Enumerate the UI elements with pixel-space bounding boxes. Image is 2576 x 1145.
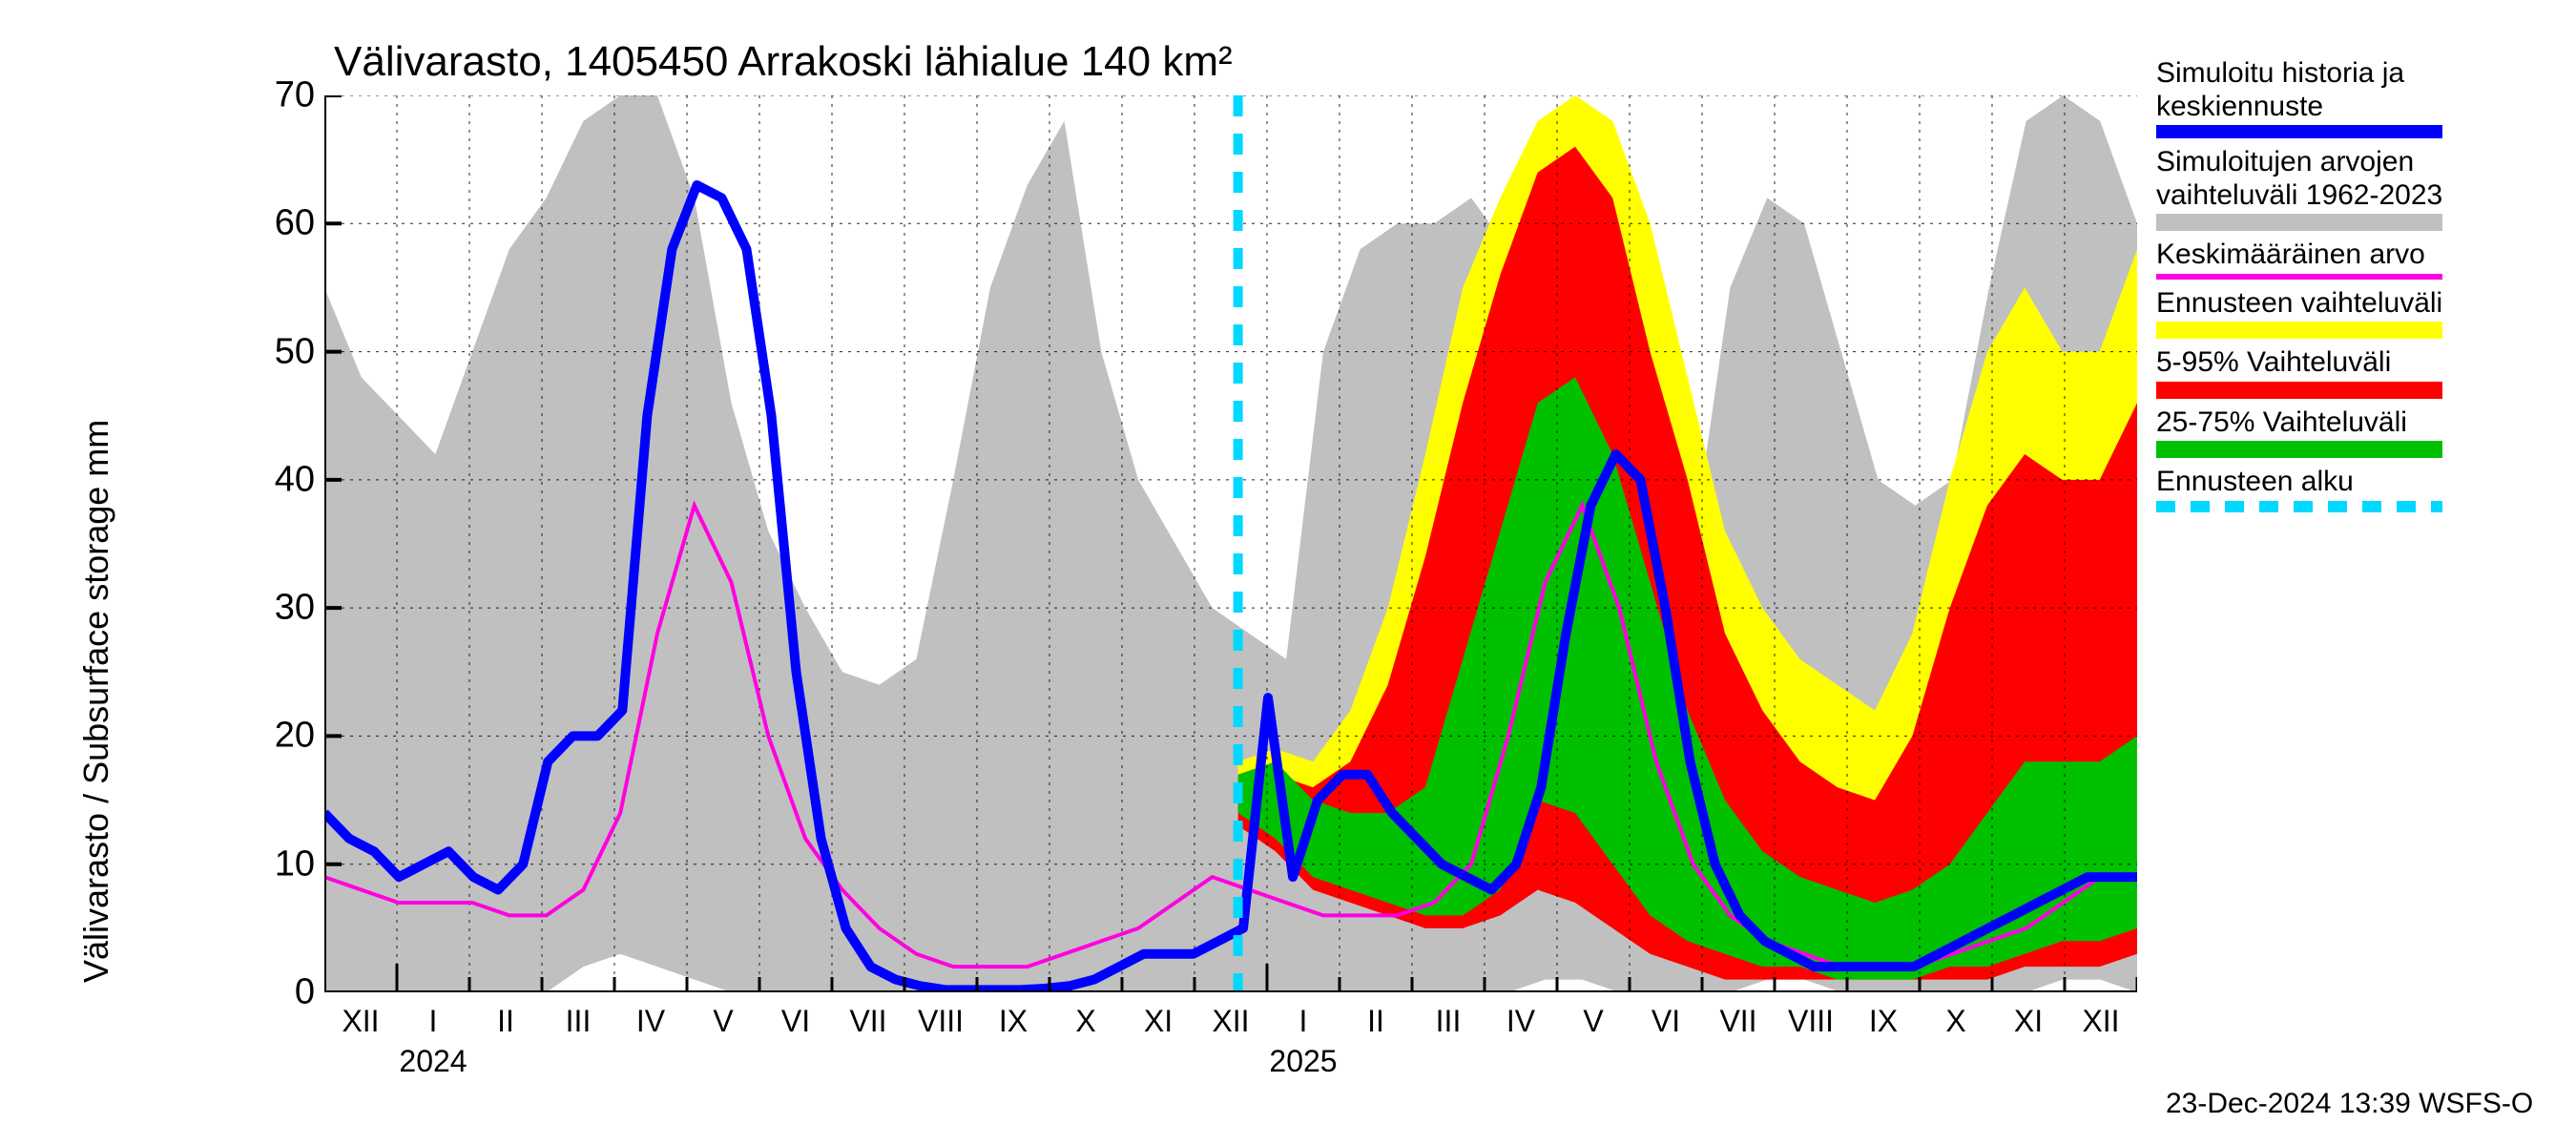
x-tick-label: V bbox=[1583, 1004, 1603, 1039]
x-tick-label: X bbox=[1075, 1004, 1095, 1039]
legend-label: Keskimääräinen arvo bbox=[2156, 239, 2557, 272]
x-tick-label: I bbox=[429, 1004, 438, 1039]
legend-entry: Ennusteen alku bbox=[2156, 466, 2557, 512]
x-tick-label: II bbox=[497, 1004, 514, 1039]
legend-label: Simuloitujen arvojen vaihteluväli 1962-2… bbox=[2156, 146, 2557, 212]
legend-entry: Simuloitu historia ja keskiennuste bbox=[2156, 57, 2557, 138]
plot-area bbox=[324, 95, 2137, 992]
y-tick-label: 50 bbox=[258, 331, 315, 372]
footer-timestamp: 23-Dec-2024 13:39 WSFS-O bbox=[2166, 1088, 2533, 1120]
x-tick-label: III bbox=[566, 1004, 592, 1039]
y-tick-label: 60 bbox=[258, 203, 315, 244]
x-tick-label: IX bbox=[1869, 1004, 1898, 1039]
legend-swatch bbox=[2156, 382, 2442, 399]
y-tick-label: 40 bbox=[258, 459, 315, 500]
chart-title: Välivarasto, 1405450 Arrakoski lähialue … bbox=[334, 38, 1233, 86]
legend-label: Ennusteen vaihteluväli bbox=[2156, 287, 2557, 321]
legend-swatch bbox=[2156, 274, 2442, 280]
x-tick-label: IV bbox=[636, 1004, 665, 1039]
x-tick-label: IV bbox=[1506, 1004, 1535, 1039]
legend-label: 5-95% Vaihteluväli bbox=[2156, 346, 2557, 380]
legend-swatch bbox=[2156, 214, 2442, 231]
x-tick-label: V bbox=[713, 1004, 733, 1039]
x-tick-label: II bbox=[1367, 1004, 1384, 1039]
legend-entry: Ennusteen vaihteluväli bbox=[2156, 287, 2557, 340]
legend-swatch bbox=[2156, 441, 2442, 458]
x-tick-label: VII bbox=[1719, 1004, 1756, 1039]
x-tick-label: VII bbox=[849, 1004, 886, 1039]
legend-swatch bbox=[2156, 322, 2442, 339]
x-tick-label: VIII bbox=[918, 1004, 964, 1039]
y-tick-label: 10 bbox=[258, 843, 315, 885]
x-tick-label: VI bbox=[1652, 1004, 1680, 1039]
figure: Välivarasto, 1405450 Arrakoski lähialue … bbox=[0, 0, 2576, 1145]
chart-svg bbox=[324, 95, 2137, 992]
legend-swatch bbox=[2156, 501, 2442, 512]
x-tick-label: XI bbox=[2014, 1004, 2043, 1039]
legend-label: Ennusteen alku bbox=[2156, 466, 2557, 499]
x-year-label: 2024 bbox=[399, 1044, 467, 1079]
legend-label: Simuloitu historia ja keskiennuste bbox=[2156, 57, 2557, 123]
y-axis-title: Välivarasto / Subsurface storage mm bbox=[76, 420, 116, 983]
x-tick-label: I bbox=[1299, 1004, 1308, 1039]
x-tick-label: XI bbox=[1144, 1004, 1173, 1039]
x-tick-label: XII bbox=[1212, 1004, 1249, 1039]
x-tick-label: X bbox=[1945, 1004, 1965, 1039]
legend-swatch bbox=[2156, 125, 2442, 138]
y-tick-label: 70 bbox=[258, 75, 315, 116]
x-year-label: 2025 bbox=[1269, 1044, 1337, 1079]
y-tick-label: 30 bbox=[258, 588, 315, 629]
x-tick-label: XII bbox=[2082, 1004, 2119, 1039]
x-tick-label: VI bbox=[781, 1004, 810, 1039]
x-tick-label: VIII bbox=[1788, 1004, 1834, 1039]
legend-label: 25-75% Vaihteluväli bbox=[2156, 406, 2557, 440]
x-tick-label: IX bbox=[999, 1004, 1028, 1039]
legend-entry: Simuloitujen arvojen vaihteluväli 1962-2… bbox=[2156, 146, 2557, 231]
x-tick-label: XII bbox=[342, 1004, 379, 1039]
legend-entry: Keskimääräinen arvo bbox=[2156, 239, 2557, 280]
legend-entry: 5-95% Vaihteluväli bbox=[2156, 346, 2557, 399]
legend: Simuloitu historia ja keskiennuste Simulo… bbox=[2156, 57, 2557, 520]
x-tick-label: III bbox=[1436, 1004, 1462, 1039]
legend-entry: 25-75% Vaihteluväli bbox=[2156, 406, 2557, 459]
y-tick-label: 20 bbox=[258, 716, 315, 757]
y-tick-label: 0 bbox=[258, 972, 315, 1013]
